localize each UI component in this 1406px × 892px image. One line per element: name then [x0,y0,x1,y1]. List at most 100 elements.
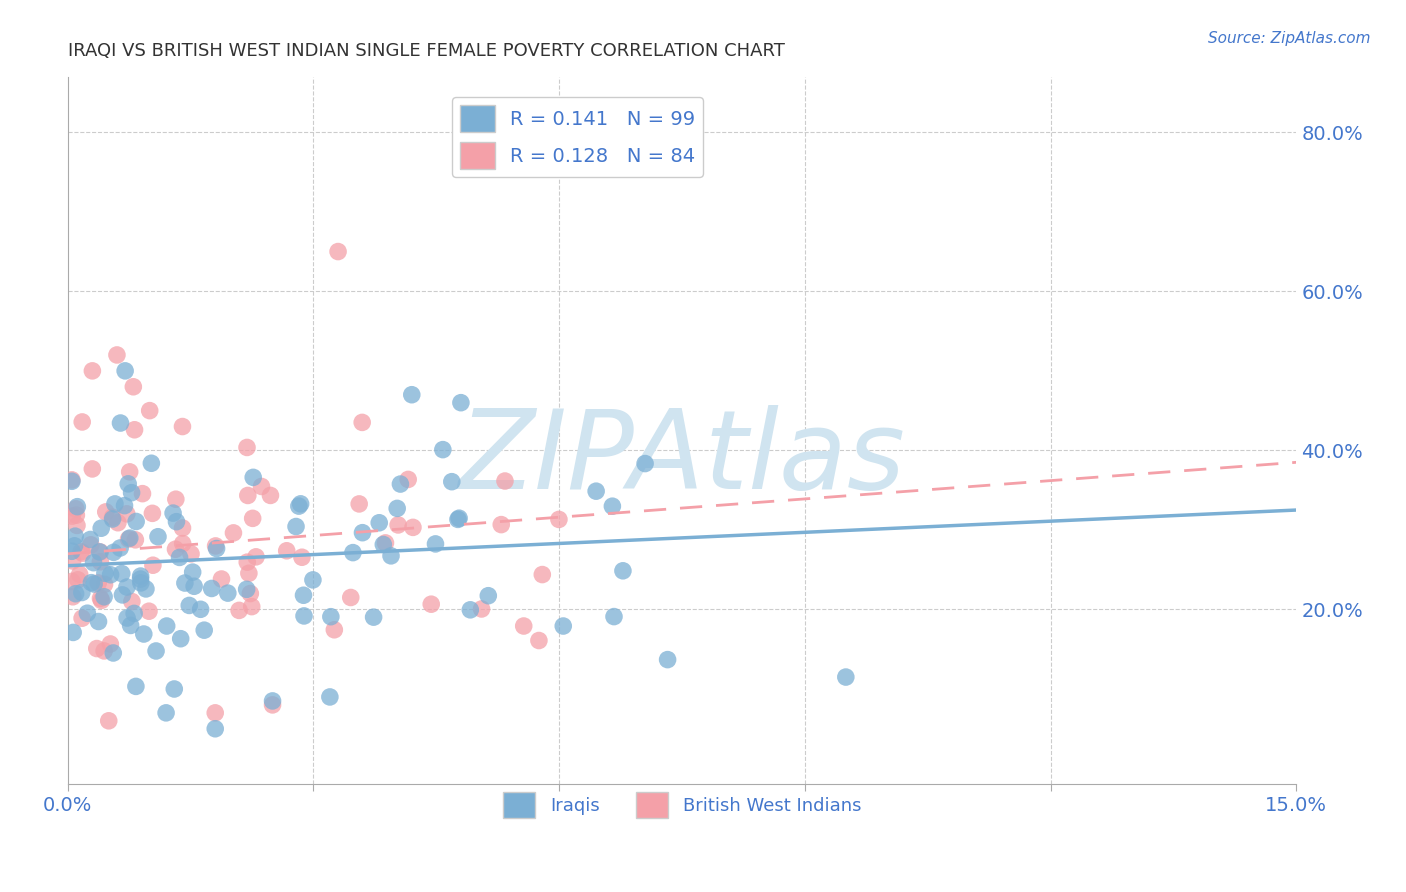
Point [512,619,534,633]
Point [115,580,138,594]
Point [141,506,163,520]
Point [114,364,136,378]
Point [242,511,264,525]
Point [236,441,259,455]
Point [634,457,657,471]
Point [387,517,409,532]
Point [166,515,188,529]
Point [65,508,87,523]
Point [290,497,312,511]
Point [62,554,84,568]
Point [420,597,443,611]
Point [70,545,93,559]
Point [87,576,110,591]
Point [70,415,93,429]
Point [108,541,131,555]
Point [494,474,516,488]
Point [491,517,513,532]
Point [396,472,419,486]
Point [240,599,263,614]
Point [63,529,86,543]
Point [245,549,267,564]
Point [363,610,385,624]
Point [93,644,115,658]
Point [402,520,425,534]
Point [657,652,679,666]
Point [236,488,259,502]
Point [125,515,148,529]
Point [170,632,193,646]
Point [66,500,89,514]
Point [97,714,120,728]
Point [380,549,402,563]
Point [217,586,239,600]
Point [87,615,110,629]
Point [89,555,111,569]
Point [172,521,194,535]
Point [585,484,607,499]
Point [460,603,482,617]
Point [60,473,83,487]
Point [292,588,315,602]
Point [111,588,134,602]
Point [181,565,204,579]
Point [603,609,626,624]
Point [111,566,134,581]
Point [83,556,105,570]
Point [93,577,115,591]
Point [471,602,494,616]
Point [120,618,142,632]
Point [602,499,624,513]
Point [98,637,121,651]
Point [291,550,314,565]
Point [90,593,112,607]
Point [135,582,157,596]
Point [138,403,160,417]
Point [285,519,308,533]
Point [117,532,139,546]
Point [103,646,125,660]
Point [65,587,87,601]
Point [450,395,472,409]
Point [477,589,499,603]
Point [83,577,105,591]
Point [122,380,145,394]
Point [125,679,148,693]
Point [236,555,259,569]
Point [70,611,93,625]
Point [531,567,554,582]
Point [76,606,98,620]
Point [193,623,215,637]
Point [80,575,103,590]
Point [121,485,143,500]
Point [114,499,136,513]
Point [222,525,245,540]
Point [432,442,454,457]
Point [162,506,184,520]
Point [90,521,112,535]
Point [86,641,108,656]
Point [288,499,311,513]
Point [129,569,152,583]
Point [115,611,138,625]
Point [250,479,273,493]
Point [262,698,284,712]
Point [60,544,83,558]
Point [373,537,395,551]
Point [238,566,260,581]
Point [553,619,575,633]
Point [69,567,91,582]
Point [292,609,315,624]
Point [60,574,83,589]
Point [129,572,152,586]
Point [342,546,364,560]
Point [179,599,201,613]
Point [103,545,125,559]
Point [156,619,179,633]
Point [183,579,205,593]
Point [352,525,374,540]
Point [66,573,89,587]
Legend: Iraqis, British West Indians: Iraqis, British West Indians [496,785,869,825]
Point [262,694,284,708]
Point [204,539,226,553]
